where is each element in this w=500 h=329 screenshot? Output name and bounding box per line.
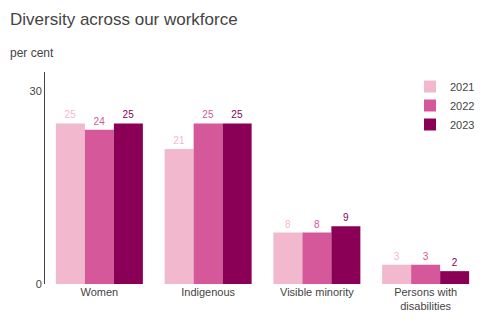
- svg-text:25: 25: [65, 109, 77, 120]
- svg-text:3: 3: [423, 251, 429, 262]
- svg-text:30: 30: [30, 85, 42, 97]
- svg-text:per cent: per cent: [10, 46, 54, 60]
- svg-text:24: 24: [94, 116, 106, 127]
- svg-text:0: 0: [36, 278, 42, 290]
- svg-text:Women: Women: [81, 286, 119, 298]
- svg-text:25: 25: [123, 109, 135, 120]
- svg-text:2022: 2022: [450, 100, 474, 112]
- svg-text:8: 8: [314, 219, 320, 230]
- svg-text:2023: 2023: [450, 119, 474, 131]
- svg-text:3: 3: [394, 251, 400, 262]
- svg-text:21: 21: [173, 135, 185, 146]
- svg-text:Indigenous: Indigenous: [181, 286, 235, 298]
- svg-text:Diversity across our workforce: Diversity across our workforce: [10, 10, 238, 29]
- svg-text:2: 2: [452, 257, 458, 268]
- svg-text:25: 25: [202, 109, 214, 120]
- svg-text:9: 9: [343, 212, 349, 223]
- svg-text:Persons withdisabilities: Persons withdisabilities: [394, 286, 457, 312]
- svg-text:2021: 2021: [450, 81, 474, 93]
- svg-text:8: 8: [285, 219, 291, 230]
- svg-text:Visible minority: Visible minority: [280, 286, 354, 298]
- svg-text:25: 25: [231, 109, 243, 120]
